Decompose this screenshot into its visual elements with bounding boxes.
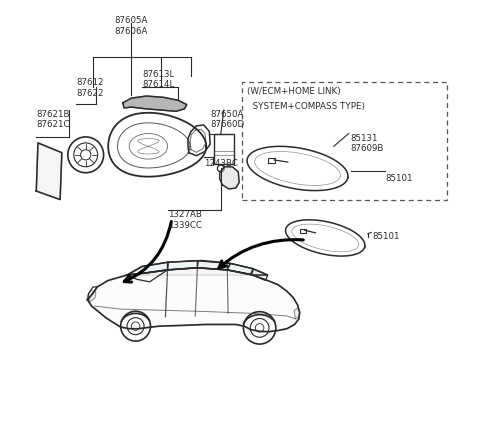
Bar [300, 229, 306, 233]
Polygon shape [36, 143, 62, 199]
Text: 87605A
87606A: 87605A 87606A [115, 16, 148, 36]
Polygon shape [294, 308, 300, 319]
Text: 87650A
87660D: 87650A 87660D [210, 110, 244, 130]
Bar [242, 82, 447, 199]
Polygon shape [219, 167, 239, 189]
Polygon shape [197, 261, 230, 270]
Text: 85101: 85101 [372, 232, 400, 241]
Polygon shape [127, 262, 168, 275]
Polygon shape [168, 260, 197, 270]
Polygon shape [127, 260, 268, 275]
Text: 87621B
87621C: 87621B 87621C [36, 110, 70, 130]
Polygon shape [87, 268, 300, 332]
Text: 87612
87622: 87612 87622 [76, 78, 103, 97]
Text: 87613L
87614L: 87613L 87614L [142, 69, 174, 89]
Text: SYSTEM+COMPASS TYPE): SYSTEM+COMPASS TYPE) [247, 102, 365, 111]
Bar [214, 133, 234, 164]
Polygon shape [123, 96, 187, 112]
Text: 1243BC: 1243BC [204, 159, 238, 168]
Bar [268, 158, 276, 163]
Text: 85131
87609B: 85131 87609B [351, 133, 384, 153]
Polygon shape [252, 269, 268, 281]
Text: 1327AB
1339CC: 1327AB 1339CC [168, 210, 202, 230]
Text: (W/ECM+HOME LINK): (W/ECM+HOME LINK) [247, 88, 341, 97]
Text: 85101: 85101 [385, 174, 412, 183]
Polygon shape [227, 263, 253, 274]
Polygon shape [88, 290, 96, 302]
